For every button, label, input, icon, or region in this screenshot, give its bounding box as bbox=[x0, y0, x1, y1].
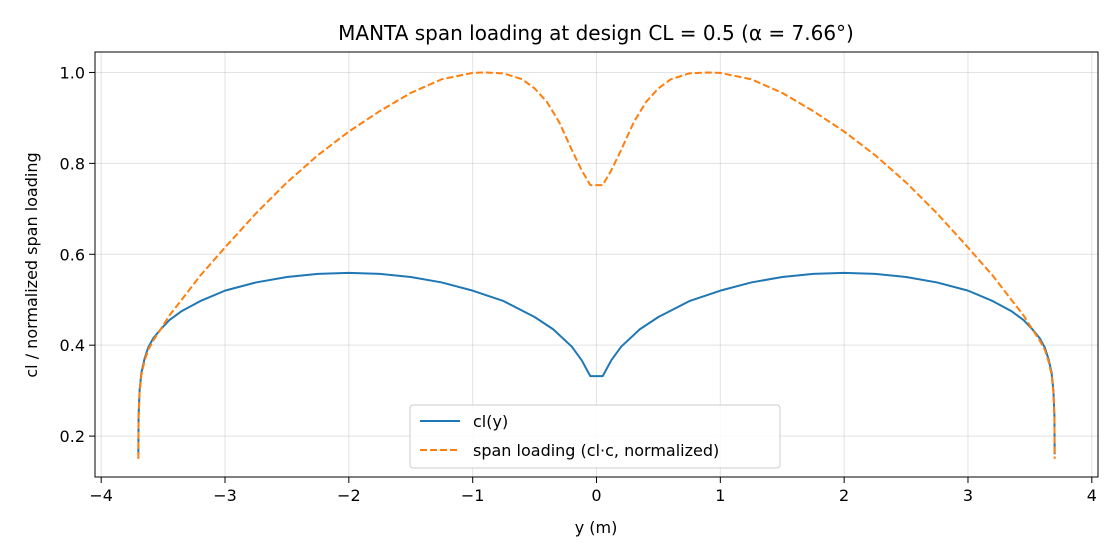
y-tick-label: 1.0 bbox=[60, 63, 85, 82]
series-layer bbox=[137, 71, 1056, 459]
y-tick-label: 0.8 bbox=[60, 154, 85, 173]
x-tick-label: 4 bbox=[1087, 486, 1097, 505]
grid bbox=[95, 52, 1098, 477]
y-axis: 0.2 0.4 0.6 0.8 1.0 bbox=[60, 63, 95, 446]
x-tick-label: 0 bbox=[591, 486, 601, 505]
series-line-cl bbox=[137, 271, 1056, 455]
x-axis-label: y (m) bbox=[575, 518, 618, 537]
x-tick-label: 2 bbox=[839, 486, 849, 505]
legend-label-span-loading: span loading (cl·c, normalized) bbox=[473, 441, 719, 460]
legend-box bbox=[409, 404, 781, 469]
chart-title: MANTA span loading at design CL = 0.5 (α… bbox=[338, 21, 854, 45]
y-tick-label: 0.4 bbox=[60, 336, 85, 355]
legend-label-cl: cl(y) bbox=[473, 412, 508, 431]
x-tick-label: 1 bbox=[715, 486, 725, 505]
y-tick-label: 0.2 bbox=[60, 427, 85, 446]
x-tick-label: −4 bbox=[89, 486, 113, 505]
y-tick-label: 0.6 bbox=[60, 245, 85, 264]
x-tick-label: −1 bbox=[461, 486, 485, 505]
x-axis: −4 −3 −2 −1 0 1 2 3 4 bbox=[89, 477, 1097, 505]
series-line-span-loading bbox=[137, 71, 1056, 459]
y-axis-label: cl / normalized span loading bbox=[22, 152, 41, 377]
x-tick-label: −2 bbox=[337, 486, 361, 505]
legend: cl(y) span loading (cl·c, normalized) bbox=[409, 404, 781, 469]
x-tick-label: −3 bbox=[213, 486, 237, 505]
x-tick-label: 3 bbox=[963, 486, 973, 505]
